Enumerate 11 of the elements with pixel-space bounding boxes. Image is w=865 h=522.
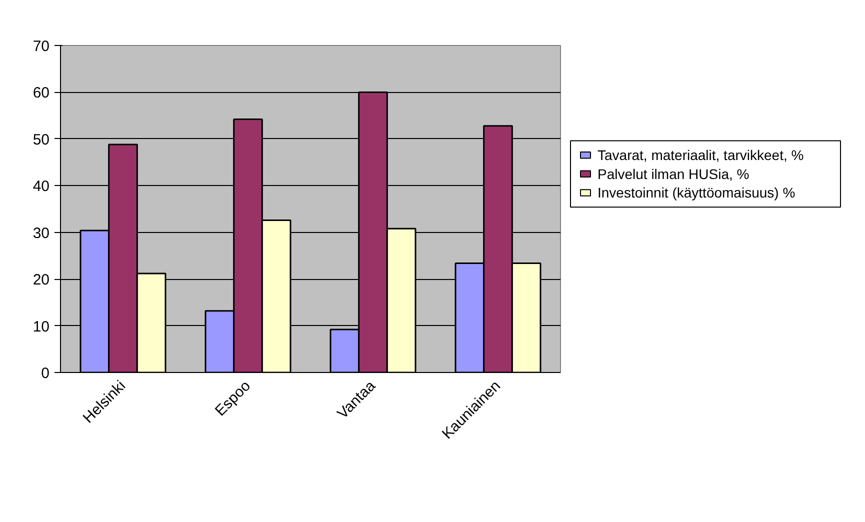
y-tick-label: 60 xyxy=(32,84,50,102)
legend-label: Tavarat, materiaalit, tarvikkeet, % xyxy=(598,147,804,164)
y-tick-label: 10 xyxy=(32,318,50,336)
y-tick-label: 50 xyxy=(32,131,50,148)
y-tick-label: 70 xyxy=(32,38,50,55)
legend-label: Palvelut ilman HUSia, % xyxy=(598,166,750,182)
y-tick-label: 30 xyxy=(32,224,50,242)
legend-label: Investoinnit (käyttöomaisuus) % xyxy=(598,184,796,201)
y-tick-label: 0 xyxy=(41,365,50,382)
y-tick-label: 20 xyxy=(32,272,50,289)
y-tick-label: 40 xyxy=(32,178,50,196)
